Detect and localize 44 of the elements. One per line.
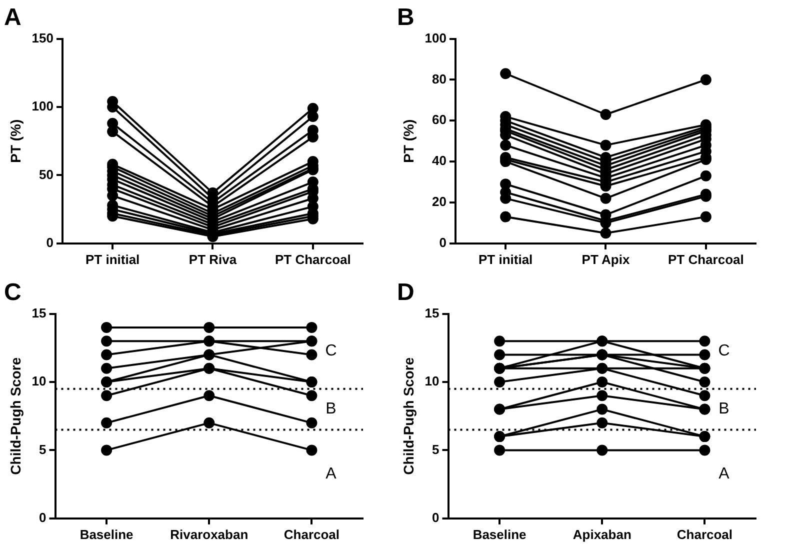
y-tick-label: 0	[39, 510, 46, 525]
x-tick-label: Charcoal	[284, 526, 340, 542]
annotation: A	[718, 465, 730, 482]
x-tick-label: PT Charcoal	[668, 252, 744, 267]
y-tick-label: 40	[432, 153, 446, 168]
y-tick-label: 0	[46, 234, 54, 250]
x-tick-label: PT initial	[85, 252, 140, 267]
chart-title: B	[397, 4, 414, 32]
x-tick-label: PT Apix	[582, 252, 630, 267]
y-tick-label: 20	[432, 194, 446, 210]
y-tick-label: 60	[432, 112, 446, 128]
y-tick-label: 10	[32, 374, 46, 389]
y-tick-label: 15	[32, 305, 46, 320]
y-axis-title: PT (%)	[400, 119, 416, 163]
y-tick-label: 10	[424, 374, 440, 389]
y-axis-title: Child-Pugh Score	[400, 357, 416, 475]
x-tick-label: Rivaroxaban	[170, 526, 248, 542]
chart-title: A	[4, 4, 22, 32]
annotation: C	[718, 342, 730, 360]
x-tick-label: PT initial	[478, 252, 533, 267]
chart-title: D	[397, 279, 414, 306]
y-tick-label: 80	[432, 71, 446, 86]
y-tick-label: 150	[32, 30, 54, 46]
x-tick-label: Baseline	[80, 526, 134, 542]
y-tick-label: 100	[424, 30, 446, 46]
x-tick-label: Baseline	[472, 526, 526, 542]
y-axis-title: PT (%)	[7, 119, 24, 163]
chart-title: C	[4, 279, 22, 306]
y-tick-label: 0	[432, 510, 440, 525]
y-tick-label: 50	[39, 166, 54, 182]
y-tick-label: 5	[39, 442, 46, 457]
y-tick-label: 0	[439, 234, 446, 250]
annotation: B	[326, 400, 336, 418]
x-tick-label: Apixaban	[572, 526, 632, 542]
y-tick-label: 100	[32, 98, 54, 114]
y-tick-label: 5	[432, 442, 440, 457]
x-tick-label: PT Riva	[188, 252, 238, 267]
x-tick-label: Charcoal	[676, 526, 733, 542]
y-axis-title: Child-Pugh Score	[7, 357, 24, 475]
annotation: B	[718, 400, 730, 418]
x-tick-label: PT Charcoal	[274, 252, 351, 267]
annotation: A	[326, 465, 337, 482]
annotation: C	[325, 342, 337, 360]
y-tick-label: 15	[424, 305, 440, 320]
